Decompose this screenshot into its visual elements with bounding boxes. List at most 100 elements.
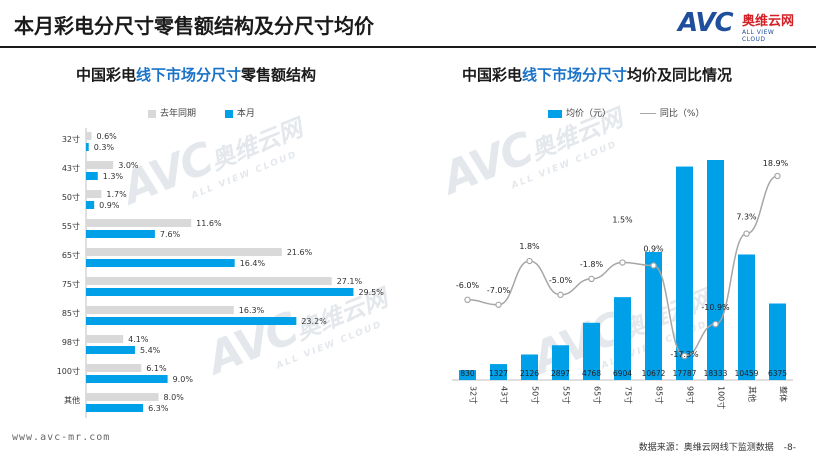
legend-label-avg-price: 均价（元） [566,109,612,119]
logo-en: ALL VIEW CLOUD [742,29,775,43]
price-bar [521,354,538,380]
bar-last-year [86,132,92,140]
label-last-year: 1.7% [106,190,127,199]
price-bar [459,370,476,380]
label-this-month: 0.9% [99,201,120,210]
yoy-point [681,352,688,360]
label-last-year: 4.1% [128,335,149,344]
label-this-month: 7.6% [160,230,181,239]
title-rule [0,46,816,48]
yoy-label: -1.8% [580,260,604,269]
yoy-label: -7.0% [487,286,511,295]
label-last-year: 8.0% [164,393,185,402]
left-legend: 去年同期 本月 [148,106,281,119]
yoy-label: -10.9% [701,303,730,312]
yoy-label: 1.5% [612,216,633,225]
bar-this-month [86,230,155,238]
legend-item-yoy: 同比（%） [639,106,705,119]
legend-label-last-year: 去年同期 [160,109,197,119]
bar-last-year [86,277,332,285]
price-label: 6904 [613,369,632,378]
legend-label-yoy: 同比（%） [659,109,705,119]
right-category-label: 65寸 [593,386,603,404]
bar-this-month [86,172,98,180]
legend-label-this-month: 本月 [236,109,255,119]
yoy-point [588,275,595,283]
yoy-point [743,230,750,237]
price-label: 17787 [673,369,697,378]
price-label: 10672 [642,369,666,378]
yoy-point [619,259,626,266]
brand-logo: AVC 奥维云网 ALL VIEW CLOUD [678,8,796,43]
legend-swatch-avg-price [548,109,562,118]
label-last-year: 6.1% [146,364,167,373]
left-category-label: 50寸 [62,192,80,202]
bar-this-month [86,375,168,383]
bar-last-year [86,161,114,169]
label-this-month: 0.3% [94,143,115,152]
bar-last-year [86,190,102,198]
left-chart-title: 中国彩电线下市场分尺寸零售额结构 [76,64,316,85]
price-label: 10459 [735,369,759,378]
yoy-point [464,296,471,304]
right-category-label: 85寸 [655,386,665,404]
logo-cn: 奥维云网 [742,14,795,29]
price-bar [490,364,507,380]
left-title-part-2: 线下市场分尺寸 [136,66,242,84]
yoy-label: -17.3% [670,350,699,359]
right-category-label: 32寸 [469,386,479,404]
left-category-label: 32寸 [62,134,80,144]
price-bar [676,166,693,380]
label-this-month: 1.3% [103,172,124,181]
price-bar [645,251,662,380]
price-bar [552,345,569,380]
bar-last-year [86,248,282,256]
bar-last-year [86,219,192,227]
label-last-year: 0.6% [96,132,117,141]
bar-last-year [86,335,124,343]
bar-this-month [86,259,235,267]
label-last-year: 3.0% [118,161,139,170]
page-number: -8- [783,443,796,453]
legend-item-avg-price: 均价（元） [548,106,611,119]
bar-this-month [86,201,95,209]
bar-this-month [86,404,144,412]
price-bar [583,322,600,380]
right-category-label: 整体 [779,386,789,402]
right-category-label: 43寸 [500,386,510,404]
left-category-label: 43寸 [62,163,80,173]
bar-this-month [86,143,89,151]
left-category-label: 100寸 [57,366,80,376]
label-last-year: 27.1% [337,277,363,286]
right-category-label: 100寸 [717,386,727,409]
footer-source: 数据来源：奥维云网线下监测数据 -8- [639,440,796,453]
right-category-label: 50寸 [531,386,541,404]
right-category-label: 55寸 [562,386,572,404]
logo-mark: AVC [678,8,734,38]
right-legend: 均价（元） 同比（%） [548,106,730,119]
yoy-point [712,320,719,328]
label-this-month: 23.2% [301,317,327,326]
left-title-part-1: 中国彩电 [76,66,137,84]
yoy-point [526,257,533,265]
price-label: 18333 [704,369,728,378]
bar-last-year [86,393,159,401]
label-this-month: 9.0% [173,375,194,384]
left-category-label: 75寸 [62,279,80,289]
yoy-label: 1.8% [519,242,540,251]
legend-swatch-last-year [148,109,156,118]
legend-item-last-year: 去年同期 [148,106,196,119]
bar-this-month [86,346,135,354]
right-chart-title: 中国彩电线下市场分尺寸均价及同比情况 [462,64,732,85]
legend-swatch-yoy [639,113,656,114]
price-bar [614,297,631,380]
yoy-point [650,262,657,269]
label-this-month: 5.4% [140,346,161,355]
legend-swatch-this-month [224,109,233,118]
price-bar [738,254,755,380]
legend-item-this-month: 本月 [224,106,255,119]
bar-this-month [86,317,297,325]
price-label: 1327 [489,369,508,378]
yoy-label: 7.3% [736,213,757,222]
label-last-year: 16.3% [239,306,265,315]
